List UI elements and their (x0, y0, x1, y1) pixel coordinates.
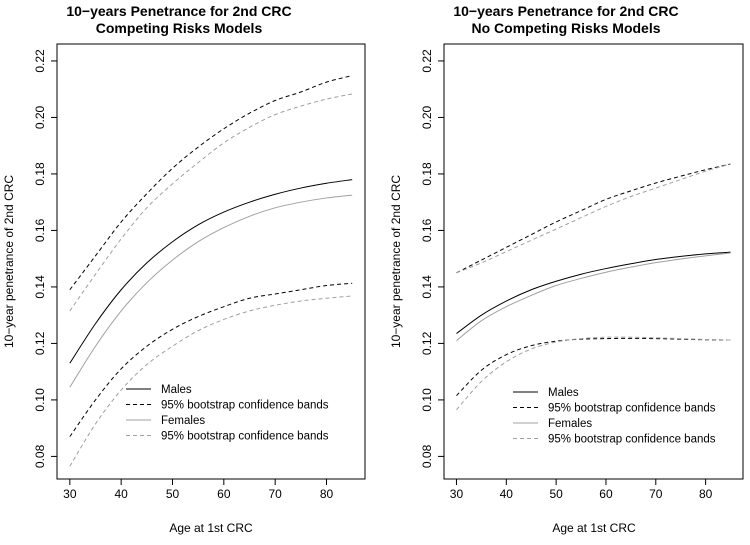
x-tick-label: 50 (166, 487, 180, 501)
x-tick-label: 50 (549, 487, 563, 501)
x-axis-title: Age at 1st CRC (552, 521, 636, 535)
panel-no-competing-risks: 10−years Penetrance for 2nd CRC No Compe… (389, 3, 744, 535)
y-tick-label: 0.08 (33, 444, 47, 468)
y-tick-label: 0.14 (33, 275, 47, 299)
series-line-3 (456, 252, 731, 341)
legend-entry: 95% bootstrap confidence bands (161, 431, 329, 443)
x-tick-label: 40 (114, 487, 128, 501)
series-line-2 (69, 282, 353, 437)
y-tick-label: 0.10 (33, 388, 47, 412)
x-tick-label: 70 (649, 487, 663, 501)
series-line-5 (456, 336, 731, 411)
x-tick-label: 30 (450, 487, 464, 501)
y-axis-title: 10−year penetrance of 2nd CRC (2, 175, 16, 348)
x-tick-label: 60 (217, 487, 231, 501)
x-tick-label: 60 (599, 487, 613, 501)
legend-entry: 95% bootstrap confidence bands (548, 403, 716, 415)
y-tick-label: 0.12 (420, 331, 434, 355)
legend: Males 95% bootstrap confidence bands Femal… (126, 384, 329, 443)
y-tick-label: 0.10 (420, 388, 434, 412)
series-line-3 (69, 194, 353, 388)
legend-entry: Females (548, 418, 592, 430)
x-tick-label: 80 (699, 487, 713, 501)
x-axis-title: Age at 1st CRC (169, 521, 253, 535)
series-line-4 (456, 163, 731, 274)
x-tick-label: 80 (320, 487, 334, 501)
series-group (456, 163, 731, 411)
legend-entry: Males (548, 387, 579, 399)
series-line-1 (69, 75, 353, 291)
x-tick-label: 40 (500, 487, 514, 501)
y-tick-label: 0.18 (420, 162, 434, 186)
x-tick-label: 70 (268, 487, 282, 501)
series-line-1 (456, 163, 731, 274)
y-tick-label: 0.20 (420, 105, 434, 129)
y-tick-label: 0.08 (420, 444, 434, 468)
chart-subtitle: Competing Risks Models (96, 20, 263, 36)
chart-subtitle: No Competing Risks Models (471, 20, 660, 36)
series-line-4 (69, 93, 353, 312)
y-axis: 0.08 0.10 0.12 0.14 0.16 0.18 0.20 0.22 (33, 49, 57, 468)
y-tick-label: 0.22 (420, 49, 434, 73)
legend-entry: 95% bootstrap confidence bands (161, 400, 329, 412)
legend-entry: 95% bootstrap confidence bands (548, 434, 716, 446)
y-tick-label: 0.22 (33, 49, 47, 73)
y-tick-label: 0.18 (33, 162, 47, 186)
panel-competing-risks: 10−years Penetrance for 2nd CRC Competin… (2, 3, 366, 535)
legend: Males 95% bootstrap confidence bands Femal… (513, 387, 716, 446)
x-axis: 30 40 50 60 70 80 (450, 479, 713, 501)
chart-title: 10−years Penetrance for 2nd CRC (66, 3, 291, 19)
y-tick-label: 0.12 (33, 331, 47, 355)
y-tick-label: 0.20 (33, 105, 47, 129)
y-axis: 0.08 0.10 0.12 0.14 0.16 0.18 0.20 0.22 (420, 49, 444, 468)
x-axis: 30 40 50 60 70 80 (63, 479, 333, 501)
x-tick-label: 30 (63, 487, 77, 501)
plot-frame (56, 43, 366, 480)
chart-title: 10−years Penetrance for 2nd CRC (453, 3, 678, 19)
series-line-0 (456, 251, 731, 334)
series-line-2 (456, 337, 731, 397)
series-line-0 (69, 179, 353, 364)
series-line-5 (69, 295, 353, 467)
legend-entry: Males (161, 384, 192, 396)
y-tick-label: 0.16 (33, 218, 47, 242)
legend-entry: Females (161, 415, 205, 427)
series-group (69, 75, 353, 467)
y-axis-title: 10−year penetrance of 2nd CRC (389, 175, 403, 348)
plot-frame (443, 43, 744, 480)
y-tick-label: 0.14 (420, 275, 434, 299)
y-tick-label: 0.16 (420, 218, 434, 242)
